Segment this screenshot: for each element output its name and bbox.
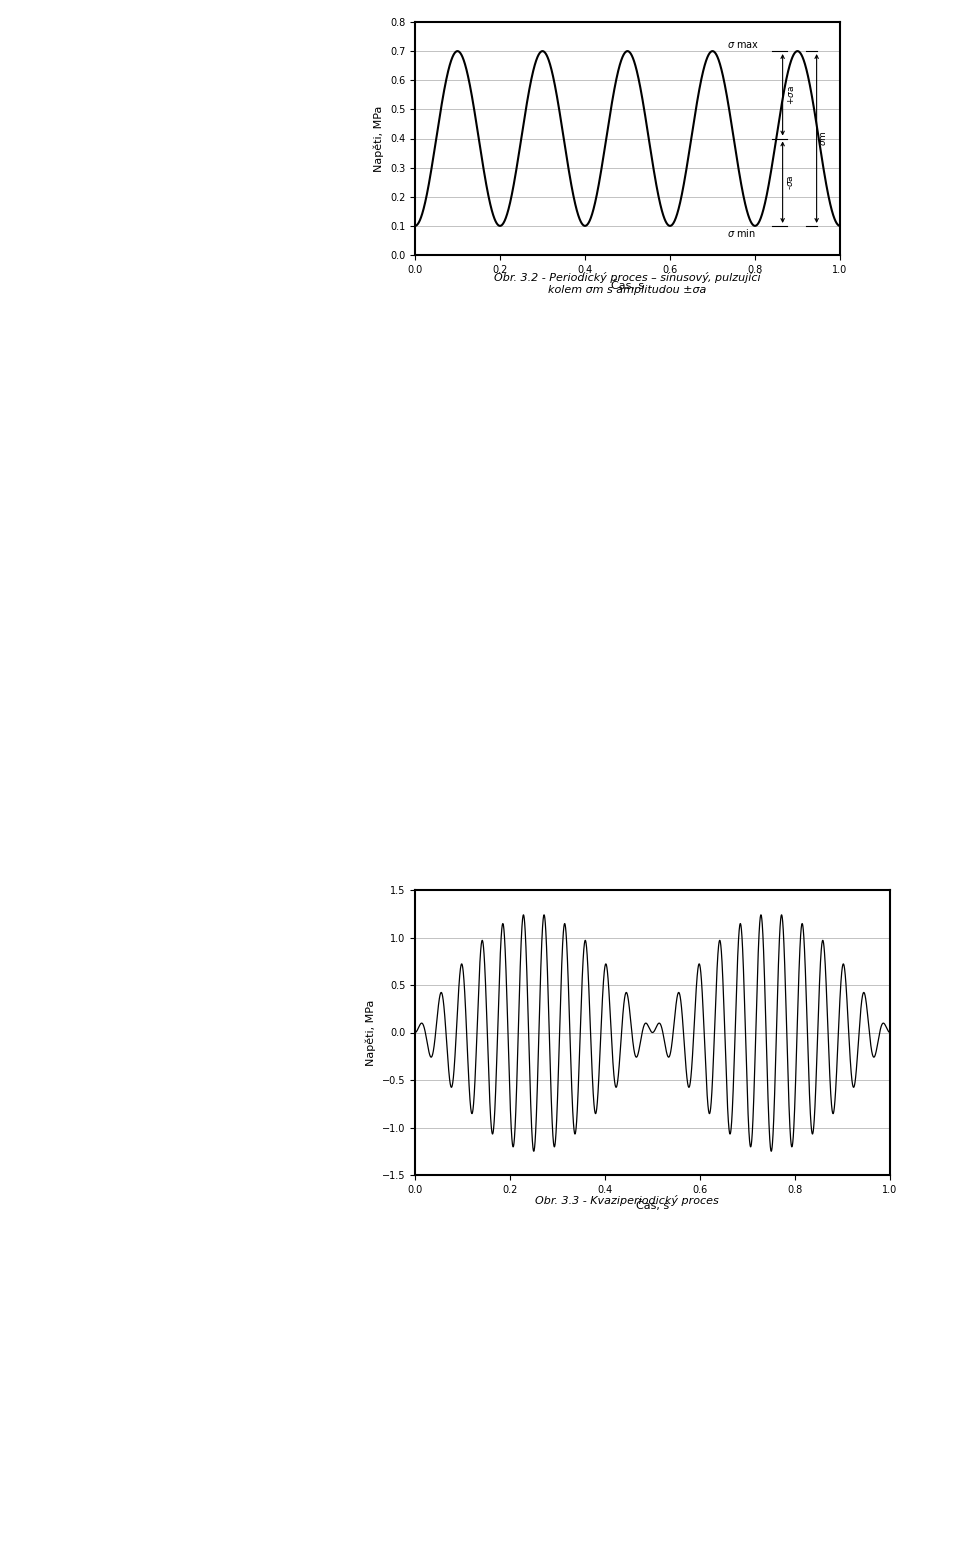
Y-axis label: Napěti, MPa: Napěti, MPa [373, 105, 384, 172]
Text: $\sigma$ max: $\sigma$ max [728, 39, 759, 50]
X-axis label: Čas, s: Čas, s [636, 1200, 669, 1211]
Text: Obr. 3.2 - Periodický proces – sinusový, pulzujíci
kolem σm s amplitudou ±σa: Obr. 3.2 - Periodický proces – sinusový,… [493, 272, 760, 295]
Y-axis label: Napěti, MPa: Napěti, MPa [366, 999, 376, 1066]
Text: -$\sigma$a: -$\sigma$a [786, 175, 795, 190]
Text: Obr. 3.3 - Kvaziperiodický proces: Obr. 3.3 - Kvaziperiodický proces [535, 1196, 719, 1207]
Text: $\sigma$ min: $\sigma$ min [728, 228, 756, 239]
Text: +$\sigma$a: +$\sigma$a [786, 84, 796, 105]
Text: $\sigma$m: $\sigma$m [819, 131, 828, 147]
X-axis label: Čas, s: Čas, s [611, 281, 644, 292]
